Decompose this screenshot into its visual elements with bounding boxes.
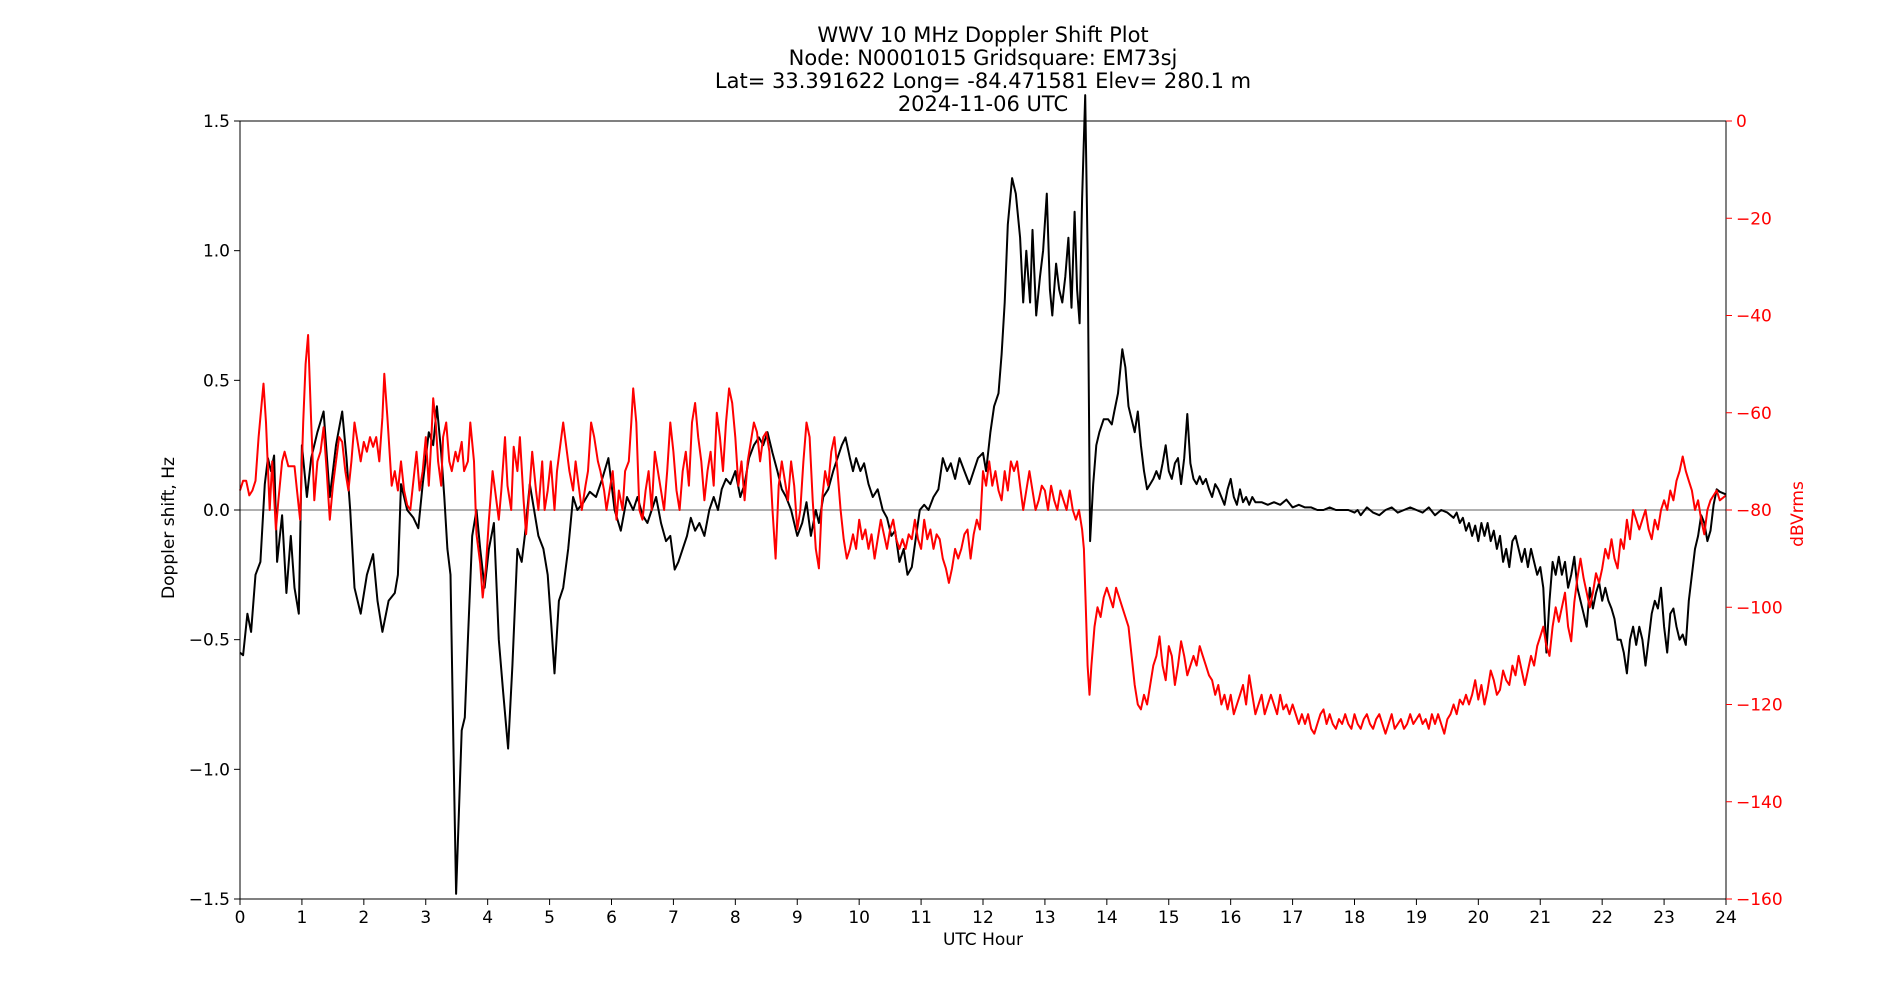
x-tick-label: 19 (1406, 908, 1428, 928)
plot-area (240, 95, 1726, 899)
y2-tick-label: −140 (1736, 793, 1783, 813)
x-tick-label: 14 (1096, 908, 1118, 928)
x-tick-label: 13 (1034, 908, 1056, 928)
y-tick-label: −1.5 (189, 890, 230, 910)
doppler-shift-line (240, 95, 1726, 894)
y2-tick-label: −120 (1736, 696, 1783, 716)
x-tick-label: 4 (482, 908, 493, 928)
y2-tick-label: −100 (1736, 598, 1783, 618)
y-tick-label: 0.5 (203, 371, 230, 391)
y2-tick-label: −80 (1736, 501, 1772, 521)
x-tick-label: 7 (668, 908, 679, 928)
y2-tick-label: −20 (1736, 209, 1772, 229)
x-tick-label: 5 (544, 908, 555, 928)
x-tick-label: 3 (420, 908, 431, 928)
x-axis-label: UTC Hour (943, 930, 1023, 950)
y-tick-label: 0.0 (203, 501, 230, 521)
y2-tick-label: −60 (1736, 404, 1772, 424)
x-tick-label: 10 (848, 908, 870, 928)
x-tick-label: 20 (1468, 908, 1490, 928)
x-tick-label: 2 (358, 908, 369, 928)
title-line-1: WWV 10 MHz Doppler Shift Plot (817, 23, 1148, 47)
x-tick-label: 1 (297, 908, 308, 928)
x-tick-label: 0 (235, 908, 246, 928)
x-tick-label: 8 (730, 908, 741, 928)
y-tick-label: 1.0 (203, 242, 230, 262)
chart-title: WWV 10 MHz Doppler Shift Plot Node: N000… (715, 23, 1251, 116)
x-tick-label: 11 (910, 908, 932, 928)
y2-tick-label: −40 (1736, 307, 1772, 327)
x-tick-label: 15 (1158, 908, 1180, 928)
y2-tick-label: −160 (1736, 890, 1783, 910)
y-tick-label: −0.5 (189, 631, 230, 651)
y2-tick-label: 0 (1736, 112, 1747, 132)
title-line-3: Lat= 33.391622 Long= -84.471581 Elev= 28… (715, 69, 1251, 93)
x-tick-label: 18 (1344, 908, 1366, 928)
y-axis-label: Doppler shift, Hz (159, 457, 179, 599)
x-tick-label: 24 (1715, 908, 1737, 928)
x-tick-label: 6 (606, 908, 617, 928)
title-line-4: 2024-11-06 UTC (898, 92, 1068, 116)
axis-ticks: 0 1 2 3 4 5 6 7 8 9 10 11 12 13 14 15 16 17 18 19 20 21 22 23 24… (189, 112, 1783, 928)
x-tick-label: 12 (972, 908, 994, 928)
x-tick-label: 23 (1653, 908, 1675, 928)
x-tick-label: 16 (1220, 908, 1242, 928)
y2-axis-label: dBVrms (1788, 481, 1808, 547)
x-tick-label: 9 (792, 908, 803, 928)
title-line-2: Node: N0001015 Gridsquare: EM73sj (789, 46, 1178, 70)
y-tick-label: −1.0 (189, 760, 230, 780)
x-tick-label: 22 (1591, 908, 1613, 928)
x-tick-label: 17 (1282, 908, 1304, 928)
x-tick-label: 21 (1529, 908, 1551, 928)
y-tick-label: 1.5 (203, 112, 230, 132)
power-dbvrms-line (240, 335, 1726, 734)
